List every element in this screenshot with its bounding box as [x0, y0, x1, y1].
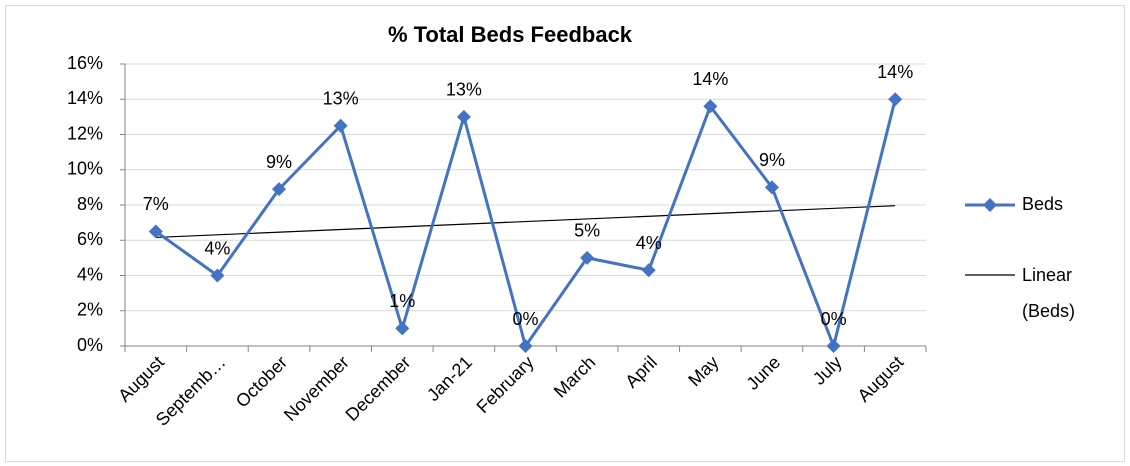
y-tick-label: 0% [77, 335, 103, 355]
trendline [155, 205, 896, 239]
data-point [518, 339, 533, 353]
data-label: 13% [446, 80, 482, 100]
legend-marker [983, 198, 997, 212]
data-label: 14% [877, 62, 913, 82]
data-label: 4% [636, 233, 662, 253]
y-tick-label: 8% [77, 194, 103, 214]
data-point [703, 99, 718, 114]
data-point [888, 92, 903, 107]
legend-label: Beds [1022, 194, 1063, 214]
data-label: 13% [323, 88, 359, 108]
data-point [826, 339, 841, 353]
data-point [272, 182, 287, 197]
trend-legend-label: Linear (Beds) [1022, 265, 1076, 321]
chart-border [5, 5, 1125, 462]
data-point [641, 263, 656, 278]
y-tick-label: 14% [67, 88, 103, 108]
data-label: 9% [266, 152, 292, 172]
data-label: 4% [204, 238, 230, 258]
data-point [580, 250, 595, 265]
data-label: 14% [692, 69, 728, 89]
data-label: 0% [512, 309, 538, 329]
data-label: 0% [821, 309, 847, 329]
y-tick-label: 16% [67, 53, 103, 73]
y-tick-label: 10% [67, 159, 103, 179]
y-tick-label: 6% [77, 229, 103, 249]
chart-title: % Total Beds Feedback [388, 22, 633, 47]
data-label: 9% [759, 150, 785, 170]
data-label: 7% [143, 194, 169, 214]
y-tick-label: 12% [67, 123, 103, 143]
data-point [764, 180, 779, 195]
data-point [210, 268, 225, 283]
data-point [456, 109, 471, 124]
y-tick-label: 2% [77, 300, 103, 320]
y-tick-label: 4% [77, 264, 103, 284]
data-label: 5% [574, 221, 600, 241]
data-point [333, 118, 348, 133]
data-label: 1% [389, 291, 415, 311]
data-point [148, 224, 163, 239]
data-point [395, 321, 410, 336]
